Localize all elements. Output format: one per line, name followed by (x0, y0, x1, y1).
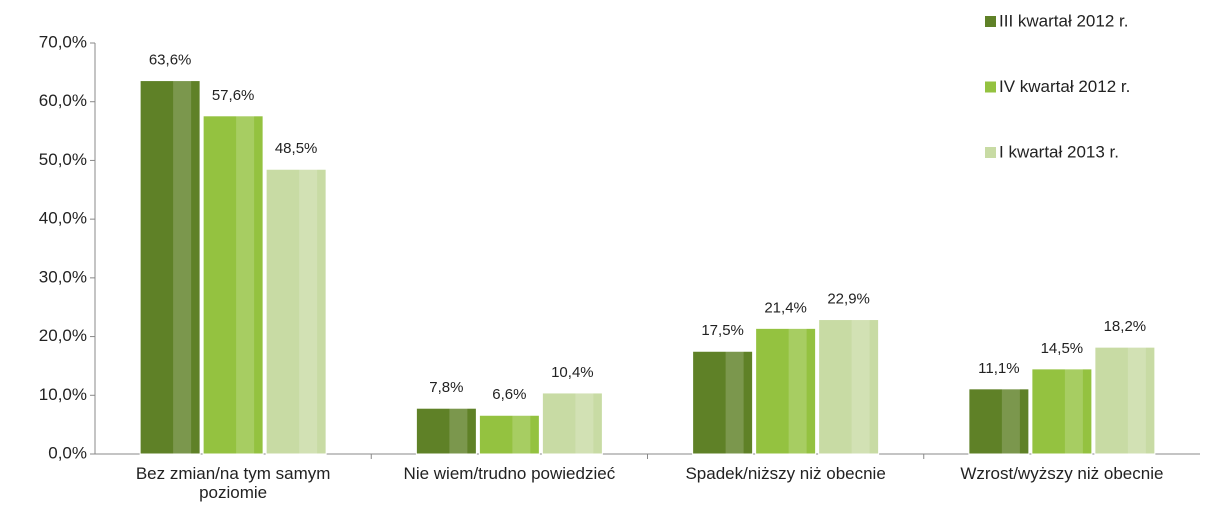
value-label: 6,6% (492, 386, 526, 403)
value-label: 63,6% (149, 52, 192, 69)
legend-swatch (985, 81, 996, 93)
bar-shine (575, 392, 594, 454)
legend-label: I kwartał 2013 r. (999, 142, 1119, 161)
value-label: 11,1% (978, 360, 1019, 377)
y-tick-label: 40,0% (39, 209, 87, 228)
bar-shine (449, 408, 468, 454)
legend-swatch (985, 16, 996, 27)
value-label: 22,9% (827, 291, 870, 308)
bar (541, 392, 603, 455)
legend-label: IV kwartał 2012 r. (999, 77, 1130, 96)
bar-shine (851, 319, 870, 454)
bar (139, 80, 201, 455)
bar-shine (788, 328, 807, 454)
bar (968, 388, 1030, 455)
x-tick-label: Spadek/niższy niż obecnie (685, 464, 886, 483)
y-tick-label: 60,0% (39, 91, 87, 110)
y-tick-label: 0,0% (48, 443, 87, 462)
value-label: 10,4% (551, 364, 594, 381)
y-tick-label: 30,0% (39, 267, 87, 286)
legend-label: III kwartał 2012 r. (999, 11, 1128, 30)
bar-shine (725, 351, 744, 454)
bar (818, 319, 880, 455)
value-label: 18,2% (1104, 318, 1147, 335)
bar-shine (1001, 388, 1020, 454)
y-tick-label: 10,0% (39, 385, 87, 404)
bar (202, 115, 264, 455)
value-label: 57,6% (212, 87, 255, 104)
y-tick-label: 50,0% (39, 150, 87, 169)
bar-shine (299, 169, 318, 454)
bar-shine (1064, 368, 1083, 454)
value-label: 17,5% (701, 322, 744, 339)
bar-shine (512, 415, 531, 454)
x-tick-label: Bez zmian/na tym samym poziomie (135, 464, 331, 502)
y-tick-label: 20,0% (39, 326, 87, 345)
value-label: 48,5% (275, 140, 318, 157)
x-tick-label: Nie wiem/trudno powiedzieć (403, 464, 616, 483)
bar (265, 168, 327, 455)
value-label: 21,4% (764, 299, 807, 316)
x-tick-label: Wzrost/wyższy niż obecnie (960, 464, 1164, 483)
bar (1031, 368, 1093, 455)
bar (415, 407, 477, 455)
bar (692, 350, 754, 455)
bar-shine (173, 80, 192, 454)
bar (478, 414, 540, 455)
value-label: 14,5% (1041, 340, 1084, 357)
bar (1094, 346, 1156, 455)
bar (755, 327, 817, 455)
legend-swatch (985, 147, 996, 158)
bar-shine (236, 115, 255, 454)
value-label: 7,8% (429, 379, 463, 396)
bar-shine (1127, 347, 1146, 454)
y-tick-label: 70,0% (39, 32, 87, 51)
